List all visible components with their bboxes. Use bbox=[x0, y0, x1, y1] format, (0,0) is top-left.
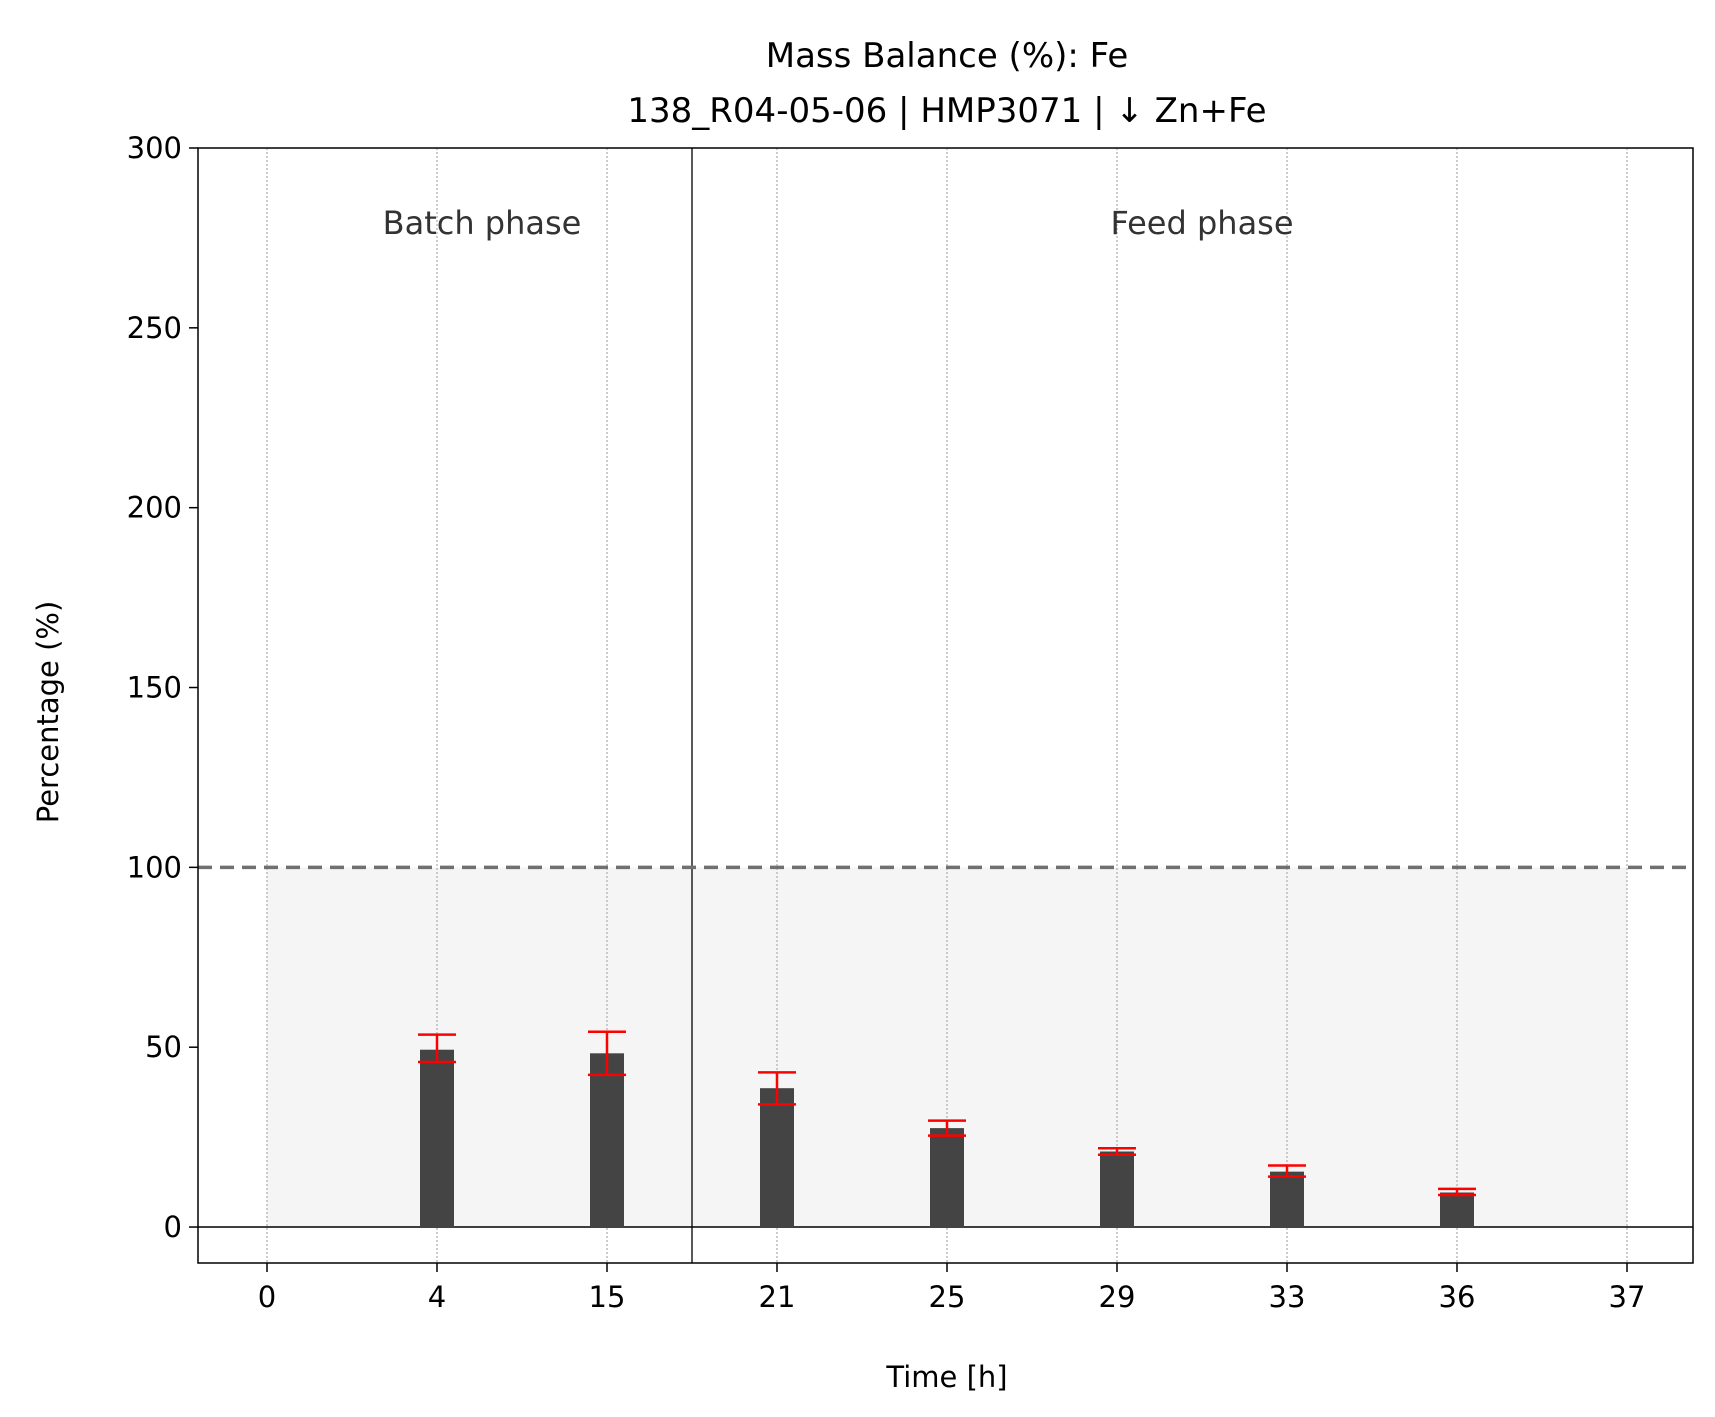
y-tick-label: 100 bbox=[127, 850, 182, 884]
y-tick-label: 150 bbox=[127, 671, 182, 705]
bar bbox=[760, 1088, 794, 1228]
bar bbox=[420, 1049, 454, 1228]
x-tick-label: 33 bbox=[1269, 1280, 1306, 1314]
x-tick-label: 36 bbox=[1439, 1280, 1476, 1314]
chart-subtitle: 138_R04-05-06 | HMP3071 | ↓ Zn+Fe bbox=[627, 91, 1266, 131]
bar bbox=[930, 1128, 964, 1228]
x-tick-label: 21 bbox=[759, 1280, 796, 1314]
y-tick-label: 200 bbox=[127, 491, 182, 525]
y-tick-label: 50 bbox=[145, 1030, 182, 1064]
x-tick-label: 0 bbox=[258, 1280, 276, 1314]
chart-title: Mass Balance (%): Fe bbox=[766, 36, 1129, 76]
y-tick-label: 300 bbox=[127, 131, 182, 165]
plot-area: Batch phase Feed phase 0 50 100 150 200 250 300 0… bbox=[127, 131, 1694, 1314]
x-tick-label: 29 bbox=[1099, 1280, 1136, 1314]
bar bbox=[1440, 1192, 1474, 1228]
plot-frame bbox=[197, 147, 1694, 1264]
y-tick-label: 0 bbox=[164, 1210, 182, 1244]
x-tick-label: 37 bbox=[1609, 1280, 1646, 1314]
x-tick-label: 15 bbox=[589, 1280, 626, 1314]
bar bbox=[1270, 1171, 1304, 1228]
x-tick-label: 25 bbox=[929, 1280, 966, 1314]
phase-label: Batch phase bbox=[383, 204, 582, 242]
phase-label: Feed phase bbox=[1110, 204, 1293, 242]
x-tick-label: 4 bbox=[428, 1280, 446, 1314]
bar bbox=[1100, 1151, 1134, 1228]
y-tick-label: 250 bbox=[127, 311, 182, 345]
bar bbox=[590, 1053, 624, 1228]
x-axis-label: Time [h] bbox=[885, 1360, 1007, 1394]
y-axis-label: Percentage (%) bbox=[31, 601, 65, 824]
